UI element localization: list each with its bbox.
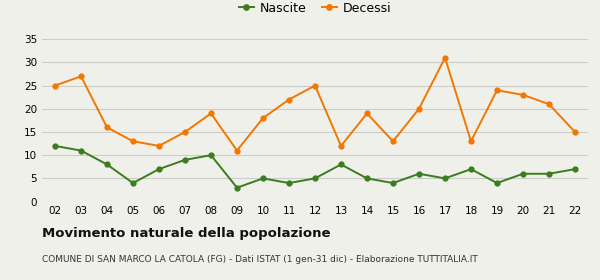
Decessi — [364, 112, 371, 115]
Decessi — [155, 144, 163, 148]
Decessi — [52, 84, 59, 87]
Nascite — [233, 186, 241, 189]
Nascite — [545, 172, 553, 176]
Decessi — [103, 126, 110, 129]
Decessi — [181, 130, 188, 134]
Nascite — [77, 149, 85, 152]
Nascite — [520, 172, 527, 176]
Nascite — [493, 181, 500, 185]
Nascite — [103, 163, 110, 166]
Nascite — [389, 181, 397, 185]
Decessi — [233, 149, 241, 152]
Decessi — [467, 140, 475, 143]
Decessi — [130, 140, 137, 143]
Nascite — [415, 172, 422, 176]
Line: Nascite: Nascite — [53, 143, 577, 190]
Nascite — [364, 177, 371, 180]
Decessi — [259, 116, 266, 120]
Decessi — [520, 93, 527, 97]
Nascite — [52, 144, 59, 148]
Nascite — [208, 153, 215, 157]
Decessi — [415, 107, 422, 111]
Text: Movimento naturale della popolazione: Movimento naturale della popolazione — [42, 227, 331, 240]
Decessi — [208, 112, 215, 115]
Decessi — [493, 88, 500, 92]
Nascite — [571, 167, 578, 171]
Legend: Nascite, Decessi: Nascite, Decessi — [233, 0, 397, 20]
Nascite — [155, 167, 163, 171]
Nascite — [337, 163, 344, 166]
Nascite — [259, 177, 266, 180]
Decessi — [337, 144, 344, 148]
Line: Decessi: Decessi — [53, 55, 577, 153]
Text: COMUNE DI SAN MARCO LA CATOLA (FG) - Dati ISTAT (1 gen-31 dic) - Elaborazione TU: COMUNE DI SAN MARCO LA CATOLA (FG) - Dat… — [42, 255, 478, 264]
Decessi — [286, 98, 293, 101]
Nascite — [311, 177, 319, 180]
Decessi — [77, 75, 85, 78]
Nascite — [467, 167, 475, 171]
Nascite — [286, 181, 293, 185]
Decessi — [571, 130, 578, 134]
Decessi — [311, 84, 319, 87]
Decessi — [545, 102, 553, 106]
Decessi — [389, 140, 397, 143]
Nascite — [442, 177, 449, 180]
Nascite — [181, 158, 188, 162]
Nascite — [130, 181, 137, 185]
Decessi — [442, 56, 449, 59]
